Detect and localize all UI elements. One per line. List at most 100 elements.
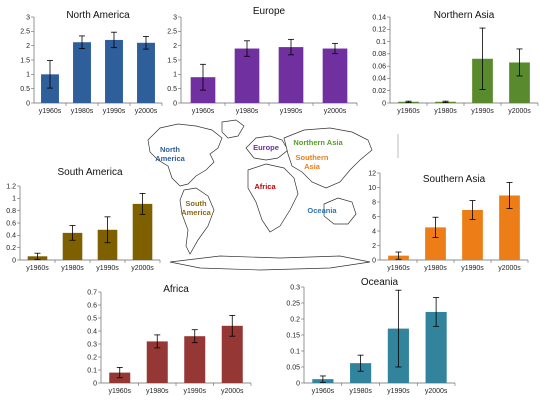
y-tick-label: 0.4 xyxy=(87,328,97,335)
y-tick-label: 2.5 xyxy=(167,29,177,36)
x-tick-label: y1990s xyxy=(471,108,494,115)
bar xyxy=(234,48,260,103)
chart-title: Northern Asia xyxy=(434,10,495,21)
y-tick-label: 0.2 xyxy=(6,245,16,252)
map-label: South America xyxy=(181,199,211,217)
y-tick-label: 6 xyxy=(372,214,376,221)
x-tick-label: y1990s xyxy=(183,388,206,395)
y-tick-label: 10 xyxy=(368,185,376,192)
y-tick-label: 0.3 xyxy=(290,284,300,291)
x-tick-label: y2000s xyxy=(135,108,158,115)
y-tick-label: 0 xyxy=(382,100,386,107)
map-antarctica xyxy=(169,255,371,271)
y-tick-label: 0 xyxy=(12,257,16,264)
x-tick-label: y1990s xyxy=(96,265,119,272)
y-tick-label: 0.1 xyxy=(87,367,97,374)
y-tick-label: 0.6 xyxy=(6,220,16,227)
y-tick-label: 1 xyxy=(12,196,16,203)
y-tick-label: 0.5 xyxy=(87,315,97,322)
map-south-america xyxy=(179,187,215,255)
bar xyxy=(184,336,206,383)
bar xyxy=(62,232,83,260)
map-asia xyxy=(283,127,373,189)
chart-title: Southern Asia xyxy=(423,174,486,185)
y-tick-label: 0.5 xyxy=(167,86,177,93)
y-tick-label: 0.5 xyxy=(20,86,30,93)
map-label: Southern Asia xyxy=(296,153,329,171)
map-label: Northern Asia xyxy=(293,138,343,147)
chart-title: South America xyxy=(57,167,122,178)
x-tick-label: y1990s xyxy=(461,265,484,272)
y-tick-label: 0.04 xyxy=(372,76,386,83)
bar xyxy=(221,325,243,383)
y-tick-label: 0.02 xyxy=(372,88,386,95)
x-tick-label: y1980s xyxy=(146,388,169,395)
chart-3: South America 0 0.2 0.4 0.6 0.8 1 1.2 y1960s y198… xyxy=(6,167,161,272)
x-tick-label: y1960s xyxy=(387,265,410,272)
x-tick-label: y1960s xyxy=(312,388,335,395)
bar xyxy=(278,47,304,103)
x-tick-label: y2000s xyxy=(425,388,448,395)
bar xyxy=(509,62,530,103)
x-tick-label: y1980s xyxy=(236,108,259,115)
map-label: Oceania xyxy=(307,206,337,215)
map-label: Africa xyxy=(254,182,276,191)
y-tick-label: 0 xyxy=(26,100,30,107)
bar xyxy=(105,39,123,103)
x-tick-label: y1990s xyxy=(280,108,303,115)
chart-title: Oceania xyxy=(361,277,399,288)
chart-4: Southern Asia 0 2 4 6 8 10 12 y1960s y1980s y1990s… xyxy=(368,170,529,272)
bar xyxy=(322,48,348,103)
bar xyxy=(97,229,118,260)
y-tick-label: 1.5 xyxy=(20,57,30,64)
chart-2: Northern Asia 0 0.02 0.04 0.06 0.08 0.1 0.12 0.1… xyxy=(372,10,539,115)
y-tick-label: 0.6 xyxy=(87,302,97,309)
y-tick-label: 0 xyxy=(296,380,300,387)
y-tick-label: 0.1 xyxy=(376,39,386,46)
y-tick-label: 3 xyxy=(26,14,30,21)
world-map xyxy=(147,119,373,271)
x-tick-label: y1960s xyxy=(108,388,131,395)
y-tick-label: 0.3 xyxy=(87,341,97,348)
x-tick-label: y1980s xyxy=(349,388,372,395)
x-tick-label: y2000s xyxy=(498,265,521,272)
x-tick-label: y1980s xyxy=(71,108,94,115)
x-tick-label: y2000s xyxy=(508,108,531,115)
y-tick-label: 1 xyxy=(26,72,30,79)
y-tick-label: 0 xyxy=(173,100,177,107)
x-tick-label: y1980s xyxy=(61,265,84,272)
y-tick-label: 0.2 xyxy=(290,316,300,323)
y-tick-label: 0.25 xyxy=(286,300,300,307)
map-africa xyxy=(247,163,299,233)
chart-5: Africa 0 0.1 0.2 0.3 0.4 0.5 0.6 0.7 y1960s y1980s… xyxy=(87,284,252,395)
y-tick-label: 0.06 xyxy=(372,63,386,70)
y-tick-label: 0.7 xyxy=(87,289,97,296)
y-tick-label: 0 xyxy=(372,257,376,264)
bar xyxy=(350,363,372,383)
y-tick-label: 0.8 xyxy=(6,208,16,215)
bar xyxy=(425,227,446,260)
x-tick-label: y1960s xyxy=(397,108,420,115)
y-tick-label: 0 xyxy=(93,380,97,387)
bar xyxy=(499,195,520,260)
map-label: North America xyxy=(155,145,185,163)
map-north-america xyxy=(147,123,223,187)
x-tick-label: y2000s xyxy=(221,388,244,395)
x-tick-label: y1960s xyxy=(39,108,62,115)
x-tick-label: y1980s xyxy=(424,265,447,272)
y-tick-label: 2.5 xyxy=(20,29,30,36)
x-tick-label: y1990s xyxy=(103,108,126,115)
y-tick-label: 0.4 xyxy=(6,233,16,240)
bar xyxy=(425,311,447,383)
map-greenland xyxy=(221,119,245,139)
x-tick-label: y1960s xyxy=(26,265,49,272)
y-tick-label: 4 xyxy=(372,228,376,235)
y-tick-label: 0.08 xyxy=(372,51,386,58)
map-region-labels: North America Europe Northern Asia South Amer… xyxy=(155,138,343,217)
chart-0: North America 0 0.5 1 1.5 2 2.5 3 y1960s y1980s y1… xyxy=(20,10,163,115)
x-tick-label: y2000s xyxy=(324,108,347,115)
bar xyxy=(73,42,91,103)
bar xyxy=(146,341,168,383)
bar xyxy=(462,209,483,260)
